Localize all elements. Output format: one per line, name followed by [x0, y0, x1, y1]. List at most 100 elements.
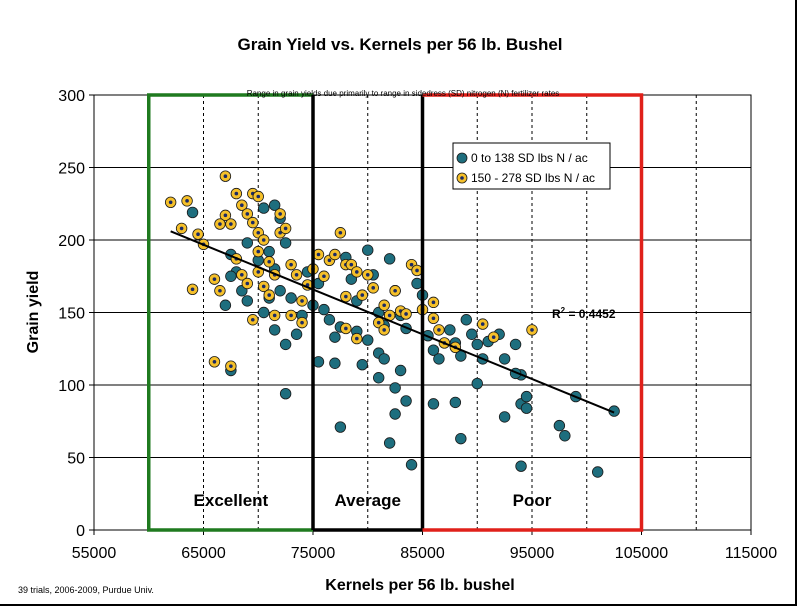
- chart-title: Grain Yield vs. Kernels per 56 lb. Bushe…: [237, 35, 562, 54]
- data-point-low-n: [318, 303, 330, 316]
- data-point-high-n-core: [256, 249, 261, 254]
- data-point-high-n-core: [437, 328, 441, 332]
- data-point-low-n: [383, 253, 396, 265]
- data-point-high-n-core: [190, 287, 195, 292]
- data-point-low-n: [263, 245, 275, 258]
- data-point-low-n: [444, 324, 456, 336]
- data-point-high-n-core: [327, 258, 332, 263]
- data-point-high-n-core: [218, 288, 222, 293]
- data-point-high-n-core: [344, 326, 348, 331]
- data-point-high-n-core: [530, 328, 534, 332]
- data-point-high-n-core: [256, 270, 261, 274]
- x-axis-title: Kernels per 56 lb. bushel: [325, 577, 514, 594]
- trendline: Excellent Average Poor: [147, 93, 644, 532]
- data-point-low-n: [268, 199, 281, 211]
- data-point-low-n: [241, 295, 254, 307]
- data-point-high-n-core: [245, 212, 250, 216]
- data-point-high-n-core: [212, 277, 217, 281]
- legend-box: [452, 142, 611, 190]
- zone-label: Average: [335, 491, 401, 510]
- zone-label: Excellent: [194, 491, 269, 510]
- data-point-low-n: [520, 402, 533, 414]
- data-point-high-n-core: [333, 252, 337, 257]
- data-point-low-n: [460, 314, 473, 326]
- data-point-high-n-core: [415, 268, 419, 273]
- data-point-low-n: [389, 408, 401, 420]
- data-point-low-n: [498, 353, 511, 365]
- data-point-low-n: [219, 299, 232, 311]
- data-point-low-n: [383, 437, 396, 449]
- data-point-high-n-core: [278, 212, 282, 216]
- data-point-low-n: [427, 398, 440, 410]
- data-point-low-n: [258, 306, 270, 319]
- x-tick-label: 115000: [725, 545, 777, 562]
- data-point-high-n-core: [289, 262, 293, 267]
- data-point-low-n: [394, 364, 407, 377]
- data-point-low-n: [329, 331, 341, 343]
- data-point-high-n-core: [278, 230, 282, 235]
- data-point-high-n-core: [349, 262, 354, 267]
- y-tick-label: 250: [58, 161, 85, 178]
- data-point-low-n: [515, 460, 527, 472]
- data-point-high-n-core: [196, 232, 200, 236]
- data-point-high-n-core: [261, 284, 266, 289]
- data-point-high-n-core: [267, 259, 272, 264]
- data-point-low-n: [466, 328, 478, 340]
- legend-item-high-n: 150 - 278 SD lbs N / ac: [456, 171, 595, 185]
- data-point-high-n-core: [223, 174, 228, 178]
- annotation-note: Range in grain yields due primarily to r…: [247, 89, 560, 98]
- credit-note: 39 trials, 2006-2009, Purdue Univ.: [18, 585, 154, 595]
- data-point-high-n-core: [245, 281, 250, 286]
- data-points: [164, 170, 620, 478]
- data-point-low-n: [279, 237, 292, 249]
- y-tick-label: 100: [58, 378, 85, 395]
- data-point-low-n: [449, 396, 462, 409]
- data-point-high-n-core: [229, 222, 233, 226]
- data-point-low-n: [241, 237, 254, 249]
- data-point-high-n-core: [289, 313, 293, 318]
- y-tick-label: 150: [58, 306, 85, 323]
- data-point-low-n: [186, 206, 199, 219]
- data-point-low-n: [285, 292, 297, 304]
- data-point-low-n: [323, 314, 336, 326]
- zone-border: [147, 93, 313, 532]
- data-point-high-n-core: [168, 200, 173, 205]
- data-point-low-n: [427, 344, 440, 356]
- data-point-high-n-core: [431, 300, 436, 305]
- data-point-low-n: [334, 421, 347, 433]
- data-point-high-n-core: [360, 293, 365, 297]
- x-tick-label: 105000: [615, 545, 668, 562]
- data-point-high-n-core: [300, 299, 304, 303]
- legend-marker-low-n: [456, 152, 468, 164]
- data-point-high-n-core: [212, 360, 217, 364]
- legend-item-low-n: 0 to 138 SD lbs N / ac: [456, 151, 588, 165]
- data-point-high-n-core: [431, 316, 436, 321]
- data-point-low-n: [400, 395, 412, 407]
- legend-label-high-n: 150 - 278 SD lbs N / ac: [471, 171, 595, 185]
- y-tick-label: 50: [67, 451, 85, 468]
- data-point-low-n: [471, 338, 483, 351]
- data-point-high-n-core: [355, 270, 359, 274]
- data-point-high-n-core: [409, 262, 414, 267]
- zone-label: Poor: [513, 491, 552, 510]
- data-point-low-n: [405, 459, 418, 471]
- y-tick-label: 200: [58, 233, 85, 250]
- data-point-low-n: [312, 356, 325, 368]
- data-point-high-n-core: [185, 199, 189, 203]
- x-tick-label: 55000: [72, 545, 117, 562]
- data-point-high-n-core: [365, 273, 370, 277]
- data-point-low-n: [258, 202, 270, 214]
- data-point-high-n-core: [240, 273, 244, 277]
- data-point-high-n-core: [223, 213, 228, 218]
- x-tick-label: 85000: [400, 545, 445, 562]
- data-point-low-n: [279, 388, 292, 400]
- data-point-high-n-core: [338, 230, 343, 235]
- data-point-high-n-core: [300, 320, 304, 325]
- x-tick-label: 75000: [291, 545, 336, 562]
- data-point-low-n: [455, 432, 467, 445]
- data-point-low-n: [411, 277, 423, 290]
- data-point-high-n-core: [387, 313, 392, 318]
- data-point-high-n-core: [179, 226, 184, 231]
